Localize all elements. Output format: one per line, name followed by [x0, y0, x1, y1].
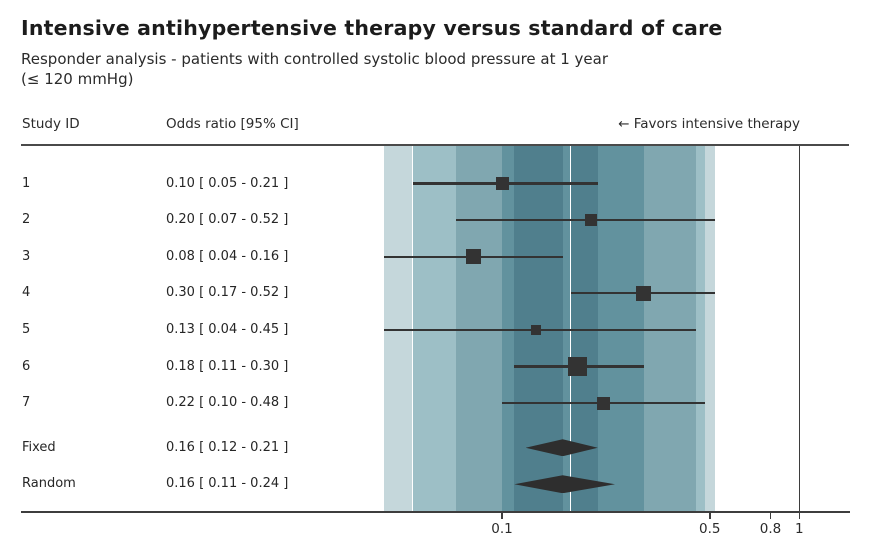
point-estimate-marker [636, 285, 652, 301]
study-id: 2 [22, 212, 31, 228]
study-or-ci-label: 0.22 [ 0.10 - 0.48 ] [166, 395, 289, 411]
ci-overlap-band [455, 146, 502, 511]
ci-line [455, 218, 715, 222]
point-estimate-marker [530, 324, 541, 335]
column-header-favors-direction: ← Favors intensive therapy [618, 116, 800, 132]
x-axis-tick [769, 513, 772, 519]
subtitle: Responder analysis - patients with contr… [21, 50, 609, 88]
point-estimate-marker [495, 177, 509, 190]
study-or-ci-label: 0.30 [ 0.17 - 0.52 ] [166, 285, 289, 301]
column-header-study-id: Study ID [22, 116, 80, 132]
summary-or-ci-label: 0.16 [ 0.11 - 0.24 ] [166, 476, 289, 492]
page-title: Intensive antihypertensive therapy versu… [21, 16, 723, 40]
study-or-ci-label: 0.18 [ 0.11 - 0.30 ] [166, 358, 289, 374]
study-id: 5 [22, 321, 31, 337]
study-or-ci-label: 0.10 [ 0.05 - 0.21 ] [166, 175, 289, 191]
column-header-odds-ratio: Odds ratio [95% CI] [166, 116, 299, 132]
header-divider-rule [21, 143, 849, 146]
x-axis-tick [501, 513, 503, 519]
study-id: 4 [22, 285, 31, 301]
study-or-ci-label: 0.08 [ 0.04 - 0.16 ] [166, 248, 289, 264]
x-axis-tick [798, 513, 801, 519]
summary-id: Random [22, 476, 76, 492]
study-or-ci-label: 0.13 [ 0.04 - 0.45 ] [166, 321, 289, 337]
point-estimate-marker [585, 214, 598, 227]
ci-overlap-band [643, 146, 697, 511]
x-axis-tick-label: 1 [795, 520, 804, 537]
study-id: 3 [22, 248, 31, 264]
summary-or-ci-label: 0.16 [ 0.12 - 0.21 ] [166, 439, 289, 455]
ci-overlap-band [704, 146, 715, 511]
summary-id: Fixed [22, 439, 56, 455]
ci-overlap-band [412, 146, 456, 511]
x-axis-tick-label: 0.5 [699, 520, 721, 537]
study-id: 6 [22, 358, 31, 374]
point-estimate-marker [465, 249, 481, 265]
ci-overlap-band [383, 146, 413, 511]
ci-overlap-band [562, 146, 571, 511]
x-axis-tick-label: 0.1 [491, 520, 513, 537]
point-estimate-marker [568, 357, 588, 376]
study-id: 7 [22, 395, 31, 411]
point-estimate-marker [597, 396, 611, 410]
x-axis-line [21, 510, 850, 514]
study-or-ci-label: 0.20 [ 0.07 - 0.52 ] [166, 212, 289, 228]
reference-line-or-1 [798, 146, 801, 511]
x-axis-tick-label: 0.8 [759, 520, 782, 537]
ci-overlap-band [502, 146, 515, 511]
ci-overlap-band [696, 146, 705, 511]
x-axis-tick [709, 513, 711, 519]
ci-overlap-band [597, 146, 644, 511]
study-id: 1 [22, 175, 31, 191]
